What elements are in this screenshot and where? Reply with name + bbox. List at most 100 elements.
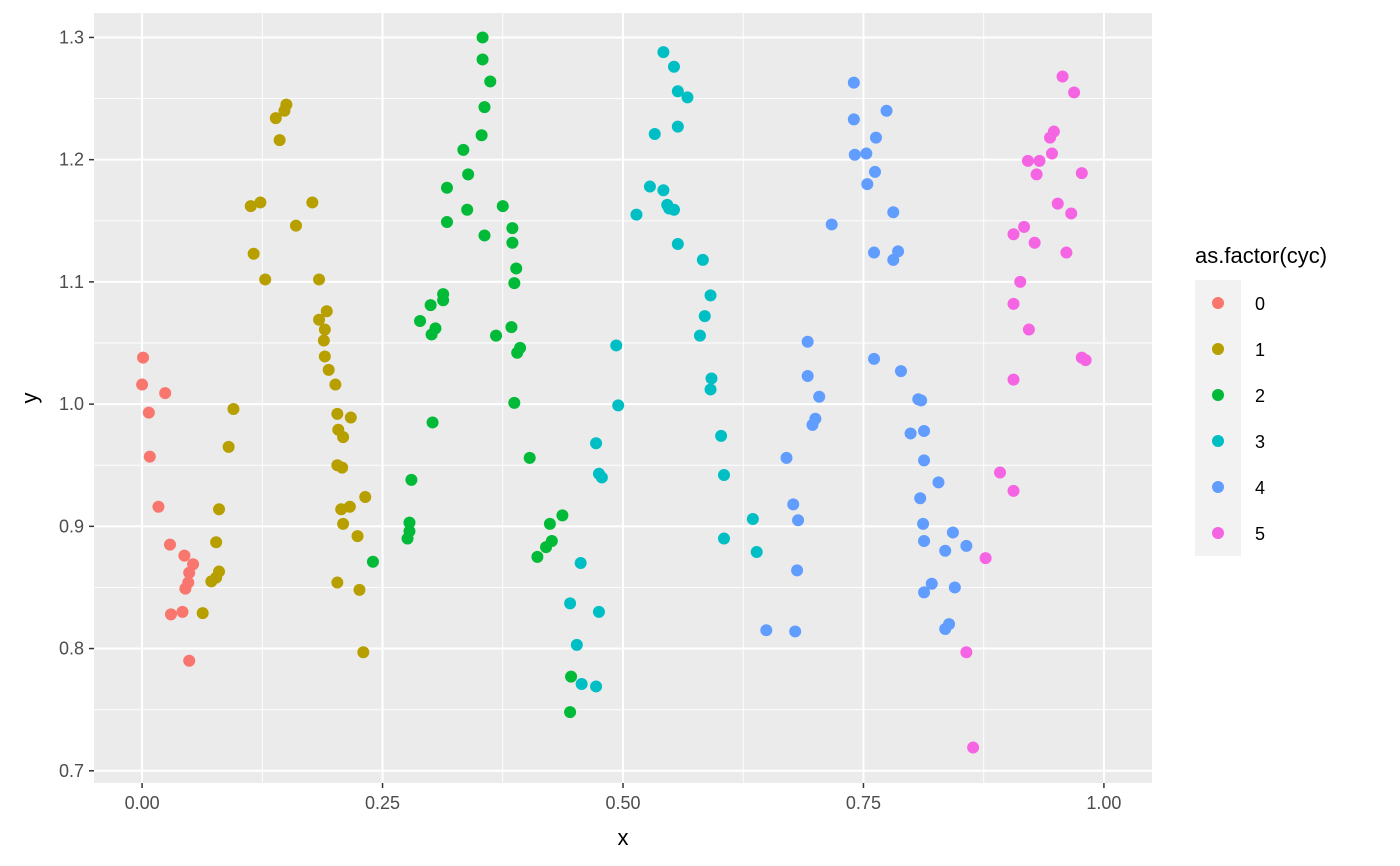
data-point-cyc-5: [1033, 154, 1046, 167]
data-point-cyc-2: [484, 75, 497, 88]
data-point-cyc-2: [478, 101, 491, 114]
data-point-cyc-5: [1079, 354, 1092, 367]
data-point-cyc-2: [523, 451, 536, 464]
data-point-cyc-0: [152, 500, 165, 513]
data-point-cyc-1: [322, 363, 335, 376]
data-point-cyc-4: [789, 625, 802, 638]
data-point-cyc-4: [948, 581, 961, 594]
data-point-cyc-3: [592, 605, 605, 618]
data-point-cyc-4: [825, 218, 838, 231]
data-point-cyc-2: [462, 168, 475, 181]
data-point-cyc-2: [506, 236, 519, 249]
data-point-cyc-2: [405, 473, 418, 486]
data-point-cyc-4: [791, 564, 804, 577]
data-point-cyc-5: [1056, 70, 1069, 83]
data-point-cyc-5: [1068, 86, 1081, 99]
data-point-cyc-3: [696, 253, 709, 266]
data-point-cyc-3: [667, 60, 680, 73]
x-tick-label: 0.75: [846, 793, 881, 813]
y-tick-label: 0.9: [59, 516, 84, 536]
data-points: [136, 31, 1092, 754]
data-point-cyc-1: [359, 491, 372, 503]
data-point-cyc-4: [887, 206, 900, 219]
data-point-cyc-5: [1065, 207, 1078, 220]
data-point-cyc-4: [869, 131, 882, 144]
data-point-cyc-1: [289, 219, 302, 232]
data-point-cyc-3: [717, 532, 730, 545]
data-point-cyc-2: [508, 396, 521, 409]
y-tick-label: 1.1: [59, 272, 84, 292]
data-point-cyc-2: [511, 346, 524, 359]
data-point-cyc-3: [643, 180, 656, 193]
data-point-cyc-1: [337, 431, 350, 444]
data-point-cyc-5: [1022, 323, 1035, 336]
data-point-cyc-0: [142, 406, 155, 419]
data-point-cyc-3: [705, 372, 718, 385]
data-point-cyc-5: [1045, 147, 1058, 160]
data-point-cyc-5: [967, 741, 980, 754]
data-point-cyc-3: [657, 46, 670, 59]
data-point-cyc-2: [564, 706, 577, 719]
data-point-cyc-0: [137, 351, 150, 364]
data-point-cyc-1: [329, 378, 342, 391]
legend-key-0: [1212, 297, 1224, 309]
major-gridlines: [94, 13, 1152, 783]
data-point-cyc-2: [556, 509, 569, 522]
legend-key-3: [1212, 435, 1224, 447]
data-point-cyc-0: [159, 387, 172, 400]
data-point-cyc-4: [792, 514, 805, 527]
data-point-cyc-1: [351, 530, 364, 543]
data-point-cyc-0: [163, 538, 176, 551]
data-point-cyc-2: [505, 321, 518, 334]
data-point-cyc-3: [698, 310, 711, 323]
data-point-cyc-1: [344, 411, 357, 424]
data-point-cyc-3: [715, 429, 728, 442]
data-point-cyc-4: [918, 425, 931, 437]
data-point-cyc-4: [780, 451, 793, 464]
data-point-cyc-2: [414, 315, 427, 327]
data-point-cyc-3: [648, 128, 661, 140]
data-point-cyc-4: [868, 352, 881, 365]
data-point-cyc-2: [426, 416, 439, 429]
data-point-cyc-2: [510, 262, 523, 275]
legend-label: 4: [1255, 478, 1265, 498]
data-point-cyc-5: [1007, 373, 1020, 386]
data-point-cyc-3: [704, 383, 717, 396]
x-tick-label: 0.00: [125, 793, 160, 813]
data-point-cyc-4: [914, 492, 927, 505]
data-point-cyc-0: [176, 605, 189, 618]
data-point-cyc-4: [847, 113, 860, 126]
data-point-cyc-1: [210, 536, 223, 549]
data-point-cyc-1: [336, 461, 349, 474]
data-point-cyc-1: [331, 576, 344, 589]
x-tick-label: 0.50: [605, 793, 640, 813]
data-point-cyc-4: [894, 365, 907, 378]
data-point-cyc-3: [704, 289, 717, 302]
data-point-cyc-3: [610, 339, 623, 352]
data-point-cyc-4: [915, 394, 928, 407]
data-point-cyc-2: [424, 299, 437, 312]
data-point-cyc-4: [868, 246, 881, 259]
data-point-cyc-1: [254, 196, 267, 209]
data-point-cyc-4: [868, 165, 881, 178]
x-axis-ticks: 0.00 0.25 0.50 0.75 1.00: [125, 783, 1121, 813]
data-point-cyc-1: [247, 247, 260, 260]
data-point-cyc-2: [478, 229, 491, 242]
data-point-cyc-4: [860, 147, 873, 160]
data-point-cyc-5: [1075, 167, 1088, 180]
data-point-cyc-4: [848, 148, 861, 161]
data-point-cyc-2: [425, 328, 438, 341]
data-point-cyc-0: [136, 378, 149, 391]
legend-key-background: [1195, 280, 1241, 556]
data-point-cyc-4: [939, 544, 952, 557]
data-point-cyc-4: [861, 178, 874, 191]
data-point-cyc-2: [540, 541, 553, 554]
data-point-cyc-4: [917, 517, 930, 530]
legend-key-1: [1212, 343, 1224, 355]
x-axis-title: x: [618, 825, 629, 850]
data-point-cyc-0: [183, 654, 196, 667]
data-point-cyc-1: [273, 134, 286, 147]
data-point-cyc-2: [506, 222, 519, 235]
data-point-cyc-3: [590, 680, 603, 693]
data-point-cyc-3: [630, 208, 643, 221]
